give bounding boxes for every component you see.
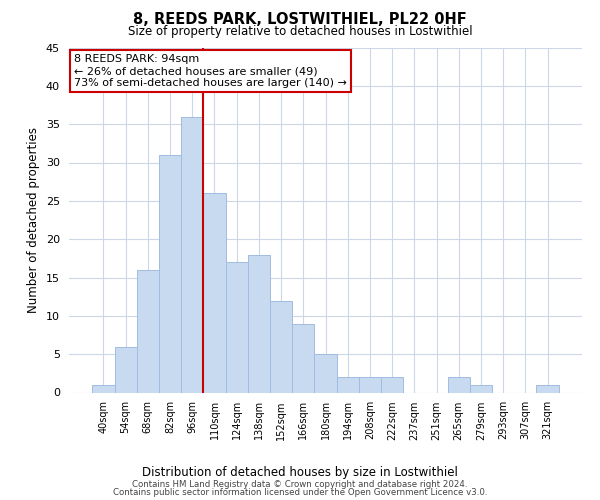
Bar <box>248 254 270 392</box>
Bar <box>115 346 137 393</box>
Bar <box>203 193 226 392</box>
Bar <box>470 385 492 392</box>
Bar <box>292 324 314 392</box>
Text: 8, REEDS PARK, LOSTWITHIEL, PL22 0HF: 8, REEDS PARK, LOSTWITHIEL, PL22 0HF <box>133 12 467 28</box>
Bar <box>314 354 337 393</box>
Bar <box>536 385 559 392</box>
Bar <box>159 155 181 392</box>
Text: Size of property relative to detached houses in Lostwithiel: Size of property relative to detached ho… <box>128 25 472 38</box>
Y-axis label: Number of detached properties: Number of detached properties <box>27 127 40 313</box>
Bar <box>381 377 403 392</box>
Bar <box>137 270 159 392</box>
Bar <box>337 377 359 392</box>
Bar <box>359 377 381 392</box>
Bar <box>92 385 115 392</box>
Text: 8 REEDS PARK: 94sqm
← 26% of detached houses are smaller (49)
73% of semi-detach: 8 REEDS PARK: 94sqm ← 26% of detached ho… <box>74 54 347 88</box>
Bar <box>270 300 292 392</box>
Text: Contains public sector information licensed under the Open Government Licence v3: Contains public sector information licen… <box>113 488 487 497</box>
Bar <box>226 262 248 392</box>
Bar <box>181 116 203 392</box>
Bar <box>448 377 470 392</box>
Text: Distribution of detached houses by size in Lostwithiel: Distribution of detached houses by size … <box>142 466 458 479</box>
Text: Contains HM Land Registry data © Crown copyright and database right 2024.: Contains HM Land Registry data © Crown c… <box>132 480 468 489</box>
